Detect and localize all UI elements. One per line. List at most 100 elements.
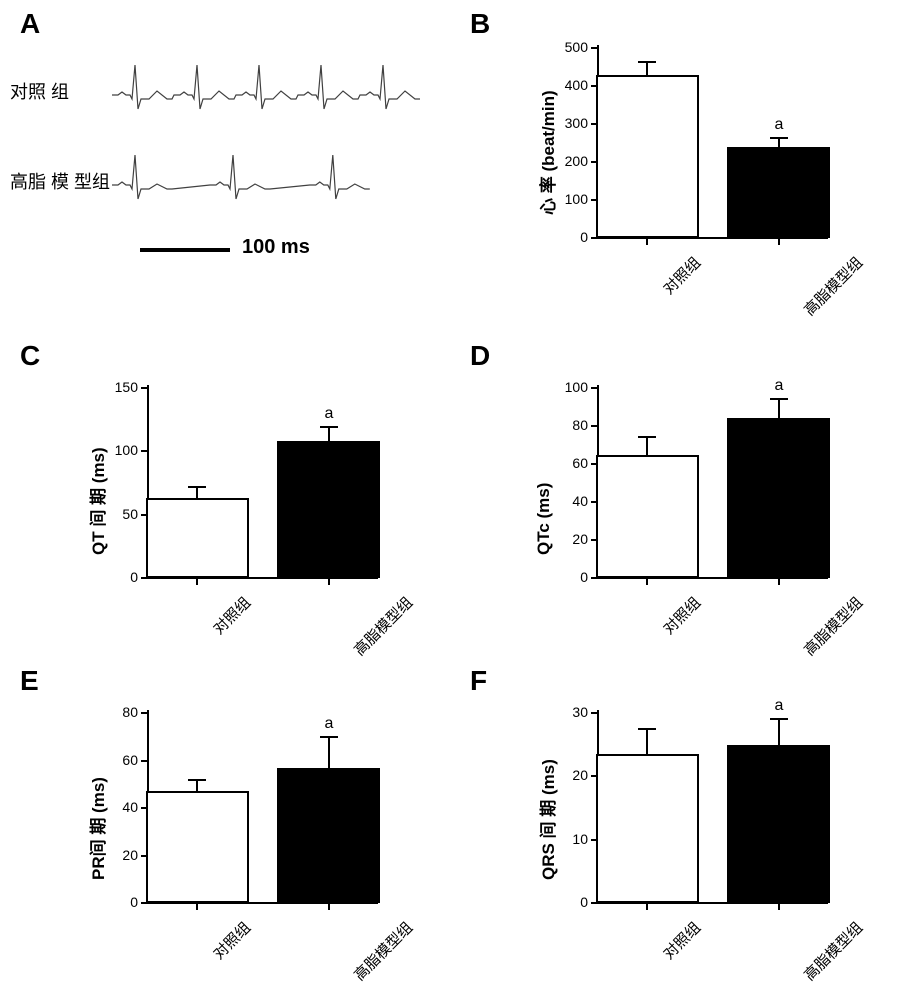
ecg-trace-control — [110, 50, 420, 130]
error-bar — [196, 487, 198, 498]
ytick-label: 0 — [550, 569, 588, 585]
error-bar — [646, 729, 648, 754]
ytick-label: 0 — [550, 894, 588, 910]
ytick — [141, 387, 148, 389]
ytick-label: 20 — [550, 531, 588, 547]
error-cap — [638, 436, 656, 438]
bar-body — [277, 441, 381, 578]
category-label: 高脂模型组 — [799, 917, 867, 985]
xtick — [646, 903, 648, 910]
significance-marker: a — [775, 377, 784, 395]
ytick-label: 80 — [550, 417, 588, 433]
xtick — [778, 578, 780, 585]
ytick-label: 60 — [100, 752, 138, 768]
category-label: 对照组 — [659, 592, 706, 639]
ytick — [141, 450, 148, 452]
error-bar — [778, 399, 780, 418]
category-label: 高脂模型组 — [799, 592, 867, 660]
ecg-row1-label: 对照 组 — [10, 78, 69, 104]
ytick — [591, 425, 598, 427]
bar-body — [727, 745, 831, 903]
y-axis-title: QT 间 期 (ms) — [84, 448, 109, 556]
ytick-label: 0 — [550, 229, 588, 245]
panel-label-d: D — [470, 340, 490, 372]
bar — [596, 75, 700, 238]
scale-bar — [140, 248, 230, 252]
category-label: 高脂模型组 — [349, 592, 417, 660]
bar — [727, 147, 831, 238]
error-cap — [188, 779, 206, 781]
error-cap — [188, 486, 206, 488]
bar — [727, 745, 831, 903]
y-axis-title: QTc (ms) — [534, 483, 554, 555]
panel-label-f: F — [470, 665, 487, 697]
chart-qt-interval: a050100150QT 间 期 (ms)对照组高脂模型组 — [70, 370, 388, 668]
chart-qtc: a020406080100QTc (ms)对照组高脂模型组 — [520, 370, 838, 668]
scale-bar-label: 100 ms — [242, 236, 310, 259]
ytick-label: 0 — [100, 569, 138, 585]
bar — [146, 498, 250, 578]
significance-marker: a — [775, 697, 784, 715]
ytick — [591, 47, 598, 49]
ytick — [141, 760, 148, 762]
bar-body — [146, 791, 250, 903]
error-cap — [638, 61, 656, 63]
panel-label-b: B — [470, 8, 490, 40]
ytick-label: 80 — [100, 704, 138, 720]
significance-marker: a — [325, 715, 334, 733]
error-cap — [638, 728, 656, 730]
bar-body — [727, 418, 831, 578]
ecg-row2-label: 高脂 模 型组 — [10, 168, 110, 194]
plot-area: a — [148, 713, 378, 903]
xtick — [778, 238, 780, 245]
error-cap — [770, 398, 788, 400]
category-label: 对照组 — [659, 252, 706, 299]
bar — [277, 768, 381, 903]
bar-body — [596, 455, 700, 579]
xtick — [196, 903, 198, 910]
plot-area: a — [598, 713, 828, 903]
chart-heart-rate: a0100200300400500心 率 (beat/min)对照组高脂模型组 — [520, 30, 838, 328]
xtick — [328, 578, 330, 585]
category-label: 对照组 — [209, 592, 256, 639]
bar — [596, 455, 700, 579]
plot-area: a — [148, 388, 378, 578]
bar — [727, 418, 831, 578]
bar-body — [596, 754, 700, 903]
ytick-label: 500 — [550, 39, 588, 55]
xtick — [196, 578, 198, 585]
significance-marker: a — [775, 116, 784, 134]
error-cap — [320, 736, 338, 738]
bar — [277, 441, 381, 578]
category-label: 对照组 — [659, 917, 706, 964]
category-label: 高脂模型组 — [799, 252, 867, 320]
y-axis-title: PR间 期 (ms) — [84, 777, 109, 880]
bar — [596, 754, 700, 903]
xtick — [778, 903, 780, 910]
xtick — [328, 903, 330, 910]
error-bar — [778, 719, 780, 744]
category-label: 高脂模型组 — [349, 917, 417, 985]
ytick-label: 30 — [550, 704, 588, 720]
ecg-panel: 对照 组 高脂 模 型组 100 ms — [10, 30, 430, 290]
ytick — [591, 712, 598, 714]
error-cap — [320, 426, 338, 428]
ytick — [591, 387, 598, 389]
panel-label-e: E — [20, 665, 39, 697]
xtick — [646, 578, 648, 585]
error-bar — [646, 62, 648, 74]
bar-body — [727, 147, 831, 238]
ytick — [141, 712, 148, 714]
bar-body — [596, 75, 700, 238]
significance-marker: a — [325, 405, 334, 423]
y-axis-title: 心 率 (beat/min) — [534, 91, 559, 216]
error-bar — [646, 437, 648, 454]
category-label: 对照组 — [209, 917, 256, 964]
error-bar — [778, 138, 780, 146]
y-axis-title: QRS 间 期 (ms) — [534, 759, 559, 880]
panel-label-c: C — [20, 340, 40, 372]
chart-pr-interval: a020406080PR间 期 (ms)对照组高脂模型组 — [70, 695, 388, 993]
plot-area: a — [598, 388, 828, 578]
ecg-trace-highfat — [110, 140, 420, 220]
error-cap — [770, 718, 788, 720]
